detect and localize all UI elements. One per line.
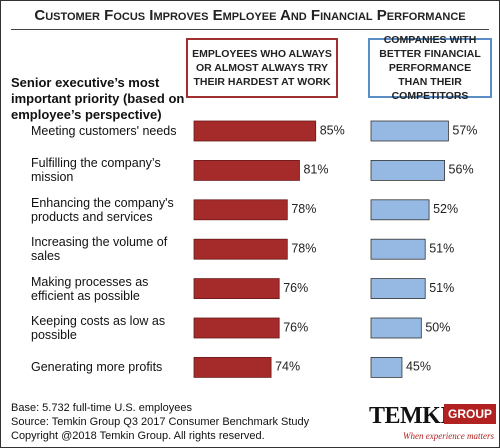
value-label: 50% bbox=[425, 320, 450, 334]
value-label: 76% bbox=[283, 320, 308, 334]
footer-line: Copyright @2018 Temkin Group. All rights… bbox=[11, 430, 265, 442]
row-header: Senior executive’s most important priori… bbox=[11, 75, 185, 122]
bar bbox=[193, 317, 280, 339]
bar bbox=[193, 356, 272, 378]
bar bbox=[193, 159, 300, 181]
value-label: 78% bbox=[291, 241, 316, 255]
value-label: 81% bbox=[303, 163, 328, 177]
bar bbox=[370, 199, 430, 221]
category-label: Generating more profits bbox=[31, 360, 163, 375]
value-label: 85% bbox=[320, 123, 345, 137]
category-label: Fulfilling the company’s mission bbox=[31, 156, 161, 185]
logo-group: GROUP bbox=[444, 404, 497, 424]
bar bbox=[370, 356, 403, 378]
bar bbox=[193, 120, 317, 142]
value-label: 45% bbox=[406, 360, 431, 374]
panel-header: EMPLOYEES WHO ALWAYS OR ALMOST ALWAYS TR… bbox=[186, 38, 338, 98]
bar bbox=[193, 199, 288, 221]
title-rule bbox=[11, 29, 489, 30]
bar bbox=[193, 238, 288, 260]
footer-line: Base: 5.732 full-time U.S. employees bbox=[11, 402, 192, 414]
category-label: Keeping costs as low as possible bbox=[31, 314, 166, 342]
bar bbox=[370, 238, 426, 260]
bar bbox=[370, 317, 422, 339]
bar bbox=[193, 278, 280, 300]
value-label: 51% bbox=[429, 281, 454, 295]
value-label: 52% bbox=[433, 202, 458, 216]
category-label: Making processes as efficient as possibl… bbox=[31, 274, 149, 303]
value-label: 57% bbox=[452, 123, 477, 137]
category-label: Meeting customers' needs bbox=[31, 124, 177, 138]
bar bbox=[370, 120, 449, 142]
value-label: 78% bbox=[291, 202, 316, 216]
category-label: Enhancing the company's products and ser… bbox=[31, 195, 174, 224]
bar bbox=[370, 278, 426, 300]
category-label: Increasing the volume of sales bbox=[31, 235, 168, 264]
title: Customer Focus Improves Employee And Fin… bbox=[34, 7, 466, 24]
footer-line: Source: Temkin Group Q3 2017 Consumer Be… bbox=[11, 416, 310, 428]
value-label: 76% bbox=[283, 281, 308, 295]
value-label: 56% bbox=[449, 163, 474, 177]
value-label: 51% bbox=[429, 241, 454, 255]
value-label: 74% bbox=[275, 360, 300, 374]
bar bbox=[370, 159, 445, 181]
logo-tagline: When experience matters bbox=[403, 431, 494, 441]
